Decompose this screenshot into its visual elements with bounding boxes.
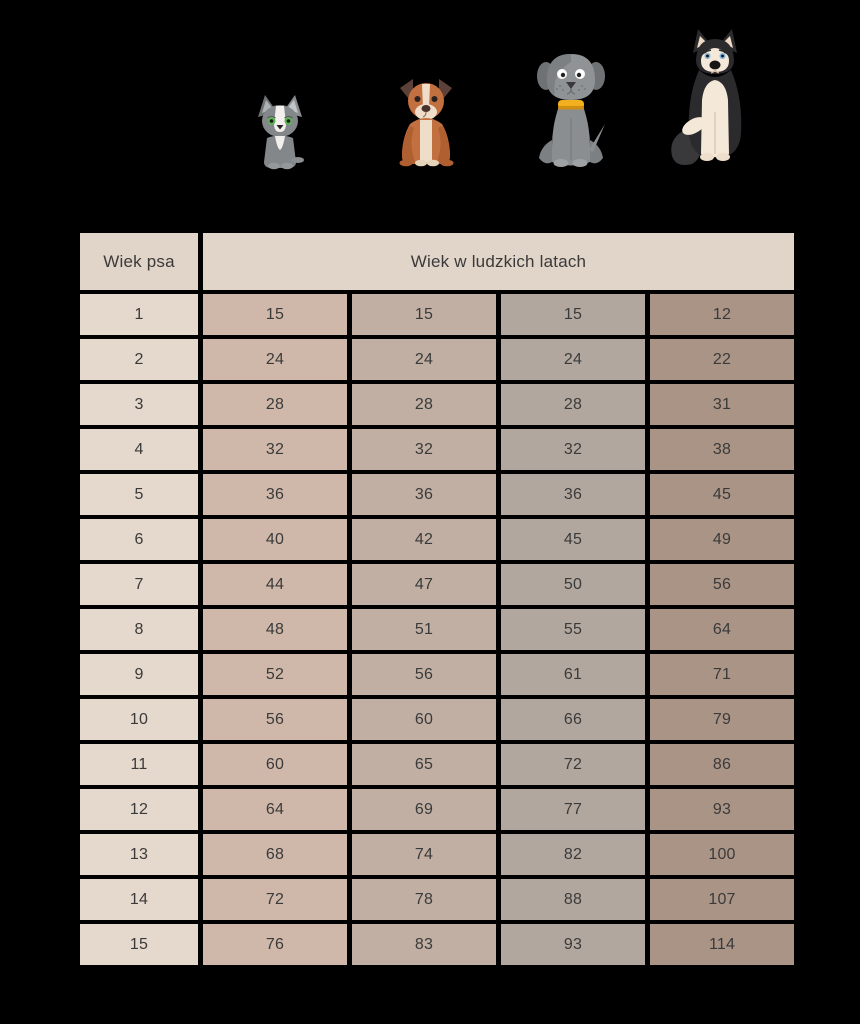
human-years-cell-medium-dog: 28 [352, 384, 496, 425]
human-years-cell-small-dog: 28 [203, 384, 347, 425]
human-years-cell-medium-dog: 42 [352, 519, 496, 560]
human-years-cell-large-dog: 28 [501, 384, 645, 425]
giant-dog-icon [663, 26, 763, 168]
dog-age-cell: 1 [80, 294, 198, 335]
dog-age-cell: 4 [80, 429, 198, 470]
human-years-cell-small-dog: 68 [203, 834, 347, 875]
human-years-cell-giant-dog: 71 [650, 654, 794, 695]
human-years-cell-giant-dog: 22 [650, 339, 794, 380]
human-years-cell-large-dog: 66 [501, 699, 645, 740]
dog-age-cell: 11 [80, 744, 198, 785]
human-years-cell-small-dog: 60 [203, 744, 347, 785]
human-years-cell-small-dog: 44 [203, 564, 347, 605]
dog-age-cell: 5 [80, 474, 198, 515]
human-years-cell-large-dog: 36 [501, 474, 645, 515]
human-years-cell-large-dog: 72 [501, 744, 645, 785]
dog-age-cell: 12 [80, 789, 198, 830]
human-years-cell-giant-dog: 56 [650, 564, 794, 605]
human-years-cell-giant-dog: 100 [650, 834, 794, 875]
human-years-cell-giant-dog: 38 [650, 429, 794, 470]
dog-age-table: Wiek psa Wiek w ludzkich latach 1 15 15 15 1… [80, 233, 794, 965]
dog-age-cell: 2 [80, 339, 198, 380]
human-years-cell-small-dog: 72 [203, 879, 347, 920]
human-years-cell-small-dog: 36 [203, 474, 347, 515]
human-years-cell-large-dog: 55 [501, 609, 645, 650]
human-years-cell-medium-dog: 78 [352, 879, 496, 920]
dog-age-cell: 6 [80, 519, 198, 560]
human-years-cell-large-dog: 45 [501, 519, 645, 560]
human-years-cell-giant-dog: 107 [650, 879, 794, 920]
dog-age-cell: 14 [80, 879, 198, 920]
human-years-cell-giant-dog: 45 [650, 474, 794, 515]
dog-age-cell: 15 [80, 924, 198, 965]
human-years-cell-medium-dog: 36 [352, 474, 496, 515]
human-years-cell-large-dog: 82 [501, 834, 645, 875]
human-years-cell-large-dog: 24 [501, 339, 645, 380]
human-years-cell-small-dog: 64 [203, 789, 347, 830]
human-years-cell-giant-dog: 64 [650, 609, 794, 650]
human-years-cell-medium-dog: 56 [352, 654, 496, 695]
column-header-dog-age: Wiek psa [80, 233, 198, 290]
human-years-cell-giant-dog: 114 [650, 924, 794, 965]
human-years-cell-large-dog: 32 [501, 429, 645, 470]
dog-age-cell: 13 [80, 834, 198, 875]
human-years-cell-medium-dog: 51 [352, 609, 496, 650]
human-years-cell-small-dog: 56 [203, 699, 347, 740]
human-years-cell-medium-dog: 74 [352, 834, 496, 875]
human-years-cell-giant-dog: 86 [650, 744, 794, 785]
human-years-cell-large-dog: 15 [501, 294, 645, 335]
human-years-cell-medium-dog: 65 [352, 744, 496, 785]
dog-age-cell: 7 [80, 564, 198, 605]
human-years-cell-medium-dog: 24 [352, 339, 496, 380]
human-years-cell-giant-dog: 79 [650, 699, 794, 740]
dog-age-cell: 8 [80, 609, 198, 650]
dog-age-cell: 3 [80, 384, 198, 425]
human-years-cell-large-dog: 77 [501, 789, 645, 830]
dog-age-cell: 10 [80, 699, 198, 740]
human-years-cell-small-dog: 76 [203, 924, 347, 965]
human-years-cell-small-dog: 52 [203, 654, 347, 695]
large-dog-icon [533, 48, 609, 170]
human-years-cell-medium-dog: 32 [352, 429, 496, 470]
human-years-cell-giant-dog: 93 [650, 789, 794, 830]
dog-age-cell: 9 [80, 654, 198, 695]
column-header-human-years: Wiek w ludzkich latach [203, 233, 794, 290]
human-years-cell-small-dog: 15 [203, 294, 347, 335]
human-years-cell-large-dog: 61 [501, 654, 645, 695]
human-years-cell-medium-dog: 47 [352, 564, 496, 605]
human-years-cell-giant-dog: 12 [650, 294, 794, 335]
human-years-cell-small-dog: 48 [203, 609, 347, 650]
human-years-cell-giant-dog: 49 [650, 519, 794, 560]
human-years-cell-large-dog: 88 [501, 879, 645, 920]
human-years-cell-medium-dog: 83 [352, 924, 496, 965]
human-years-cell-small-dog: 40 [203, 519, 347, 560]
human-years-cell-large-dog: 50 [501, 564, 645, 605]
medium-dog-icon [390, 76, 462, 168]
human-years-cell-small-dog: 24 [203, 339, 347, 380]
human-years-cell-medium-dog: 69 [352, 789, 496, 830]
human-years-cell-large-dog: 93 [501, 924, 645, 965]
small-dog-icon [250, 92, 310, 170]
human-years-cell-giant-dog: 31 [650, 384, 794, 425]
human-years-cell-medium-dog: 15 [352, 294, 496, 335]
human-years-cell-small-dog: 32 [203, 429, 347, 470]
human-years-cell-medium-dog: 60 [352, 699, 496, 740]
